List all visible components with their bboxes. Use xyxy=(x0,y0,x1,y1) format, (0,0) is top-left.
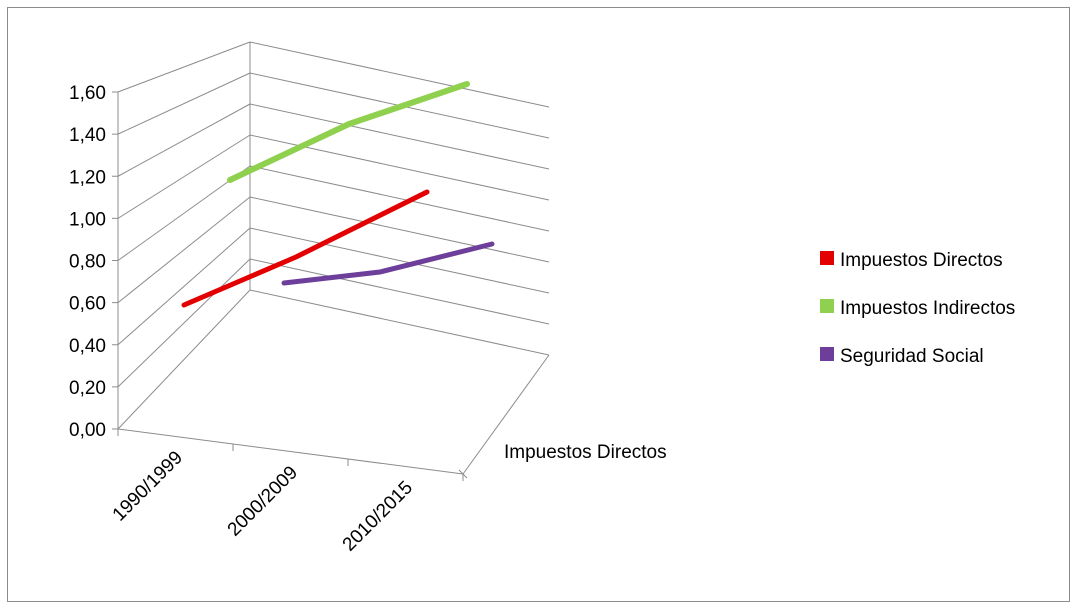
y-tick-label: 1,00 xyxy=(69,209,106,230)
gridline xyxy=(249,134,550,201)
gridline xyxy=(249,103,550,170)
depth-axis-label: Impuestos Directos xyxy=(504,442,667,463)
gridline xyxy=(117,289,251,430)
y-tick-label: 0,00 xyxy=(69,420,106,441)
chart-walls xyxy=(117,41,550,479)
chart-svg: 0,00 0,20 0,40 0,60 0,80 1,00 1,20 1,40 1,60 199… xyxy=(69,41,1015,556)
series-line xyxy=(281,241,495,286)
legend-swatch xyxy=(820,251,834,265)
x-axis: 1990/1999 2000/2009 2010/2015 xyxy=(109,429,464,556)
series-layer xyxy=(181,81,495,308)
y-tick-label: 1,20 xyxy=(69,167,106,188)
gridline xyxy=(117,258,251,388)
legend-swatch xyxy=(820,347,834,361)
series-line xyxy=(181,189,430,308)
legend-label: Impuestos Indirectos xyxy=(840,298,1015,319)
y-tick-label: 1,60 xyxy=(69,83,106,104)
gridline xyxy=(249,258,550,325)
y-tick-label: 0,20 xyxy=(69,378,106,399)
gridline xyxy=(117,41,251,93)
gridline xyxy=(249,41,550,108)
y-tick-label: 0,40 xyxy=(69,336,106,357)
legend-swatch xyxy=(820,299,834,313)
gridline xyxy=(249,227,550,294)
series-line xyxy=(227,81,470,183)
legend: Impuestos Directos Impuestos Indirectos Se… xyxy=(820,250,1015,367)
y-axis-ticks: 0,00 0,20 0,40 0,60 0,80 1,00 1,20 1,40 1,60 xyxy=(69,83,118,441)
gridline xyxy=(117,196,251,304)
y-tick-label: 1,40 xyxy=(69,125,106,146)
legend-label: Impuestos Directos xyxy=(840,250,1003,271)
gridline xyxy=(117,134,251,219)
x-tick-label: 2010/2015 xyxy=(339,477,417,555)
gridline xyxy=(117,227,251,346)
gridline xyxy=(117,103,251,177)
y-tick-label: 0,80 xyxy=(69,252,106,273)
gridline xyxy=(249,196,550,263)
x-tick-label: 1990/1999 xyxy=(109,447,187,525)
gridline xyxy=(249,165,550,232)
y-tick-label: 0,60 xyxy=(69,294,106,315)
legend-label: Seguridad Social xyxy=(840,346,984,367)
gridline xyxy=(249,289,550,356)
x-tick-label: 2000/2009 xyxy=(224,462,302,540)
chart-area: 0,00 0,20 0,40 0,60 0,80 1,00 1,20 1,40 1,60 199… xyxy=(7,7,1070,602)
x-axis-line xyxy=(117,428,464,475)
depth-axis-line xyxy=(462,354,550,475)
gridline xyxy=(117,72,251,135)
